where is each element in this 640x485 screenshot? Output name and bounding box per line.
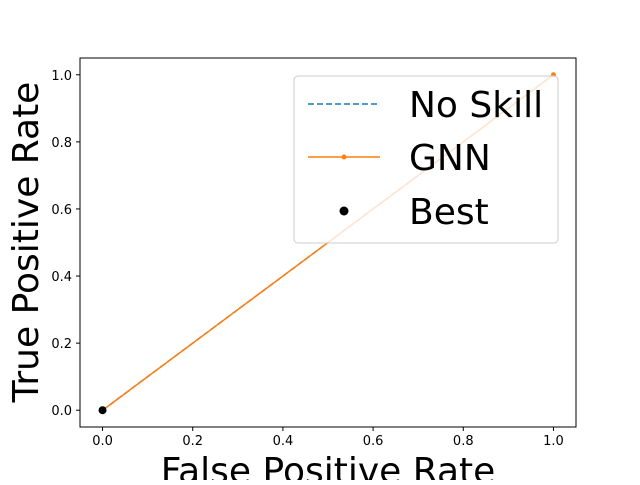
legend-box bbox=[293, 75, 559, 244]
legend-swatch-best bbox=[339, 206, 349, 216]
y-tick-label: 0.0 bbox=[51, 404, 72, 419]
y-axis-label: True Positive Rate bbox=[6, 82, 47, 404]
x-tick-label: 0.6 bbox=[363, 434, 384, 449]
y-tick-label: 0.4 bbox=[51, 270, 72, 285]
tick-layer: 0.0 0.2 0.4 0.6 0.8 1.0 0.0 0.2 0.4 0.6 0.8 1.0 bbox=[51, 69, 563, 449]
x-tick-label: 1.0 bbox=[543, 434, 564, 449]
y-tick-label: 0.2 bbox=[51, 337, 72, 352]
y-tick-label: 1.0 bbox=[51, 69, 72, 84]
x-axis-label: False Positive Rate bbox=[161, 451, 496, 480]
y-tick-label: 0.8 bbox=[51, 136, 72, 151]
legend-label-gnn: GNN bbox=[409, 138, 491, 179]
y-tick-label: 0.6 bbox=[51, 203, 72, 218]
legend-label-no-skill: No Skill bbox=[409, 85, 543, 126]
legend-marker-gnn bbox=[341, 154, 347, 160]
x-tick-label: 0.2 bbox=[182, 434, 203, 449]
legend-label-best: Best bbox=[409, 192, 489, 233]
x-tick-label: 0.8 bbox=[453, 434, 474, 449]
legend: No Skill GNN Best bbox=[293, 75, 559, 244]
x-tick-label: 0.4 bbox=[273, 434, 294, 449]
plot-frame bbox=[79, 57, 577, 428]
series-point-best bbox=[98, 406, 107, 415]
x-tick-label: 0.0 bbox=[92, 434, 113, 449]
